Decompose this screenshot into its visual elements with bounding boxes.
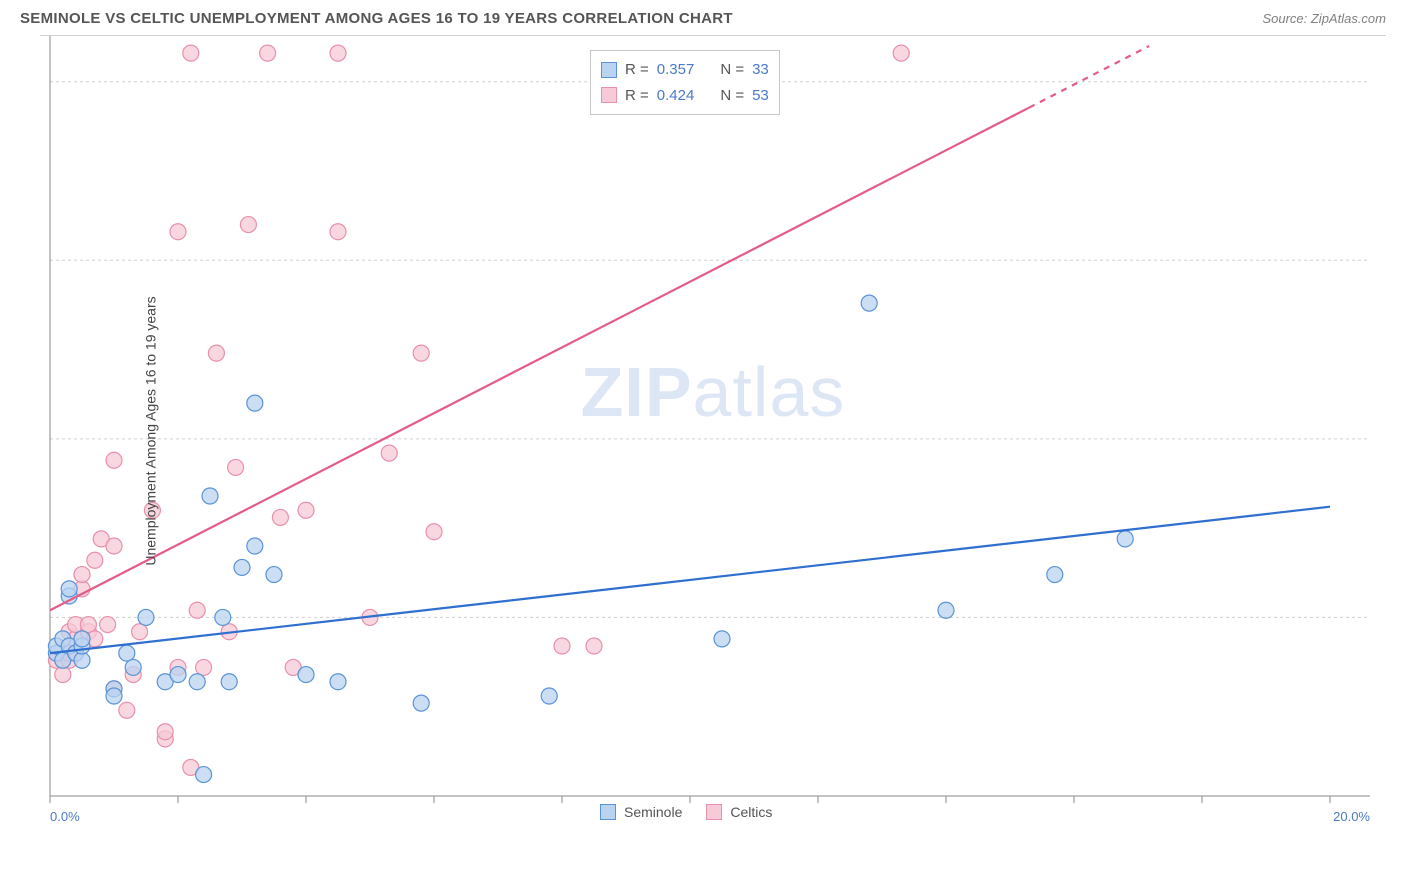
legend-label: Seminole [624,804,682,820]
n-label: N = [720,57,744,83]
n-label: N = [720,83,744,109]
legend-swatch [601,87,617,103]
svg-text:0.0%: 0.0% [50,809,80,824]
chart-container: Unemployment Among Ages 16 to 19 years Z… [40,35,1386,826]
series-legend: Seminole Celtics [600,804,772,820]
legend-swatch [601,62,617,78]
legend-item: Seminole [600,804,682,820]
y-axis-label: Unemployment Among Ages 16 to 19 years [143,296,159,565]
svg-text:20.0%: 20.0% [1333,809,1370,824]
stats-row: R = 0.357 N = 33 [601,57,769,83]
legend-label: Celtics [730,804,772,820]
stats-legend: R = 0.357 N = 33 R = 0.424 N = 53 [590,50,780,115]
source-link[interactable]: ZipAtlas.com [1311,11,1386,26]
scatter-chart: 25.0%50.0%75.0%100.0%0.0%20.0% [40,36,1380,826]
n-value: 53 [752,83,769,109]
r-value: 0.357 [657,57,695,83]
n-value: 33 [752,57,769,83]
r-value: 0.424 [657,83,695,109]
legend-swatch [600,804,616,820]
chart-title: SEMINOLE VS CELTIC UNEMPLOYMENT AMONG AG… [20,10,733,27]
legend-item: Celtics [706,804,772,820]
legend-swatch [706,804,722,820]
stats-row: R = 0.424 N = 53 [601,83,769,109]
r-label: R = [625,57,649,83]
r-label: R = [625,83,649,109]
source-credit: Source: ZipAtlas.com [1262,11,1386,26]
source-prefix: Source: [1262,11,1310,26]
